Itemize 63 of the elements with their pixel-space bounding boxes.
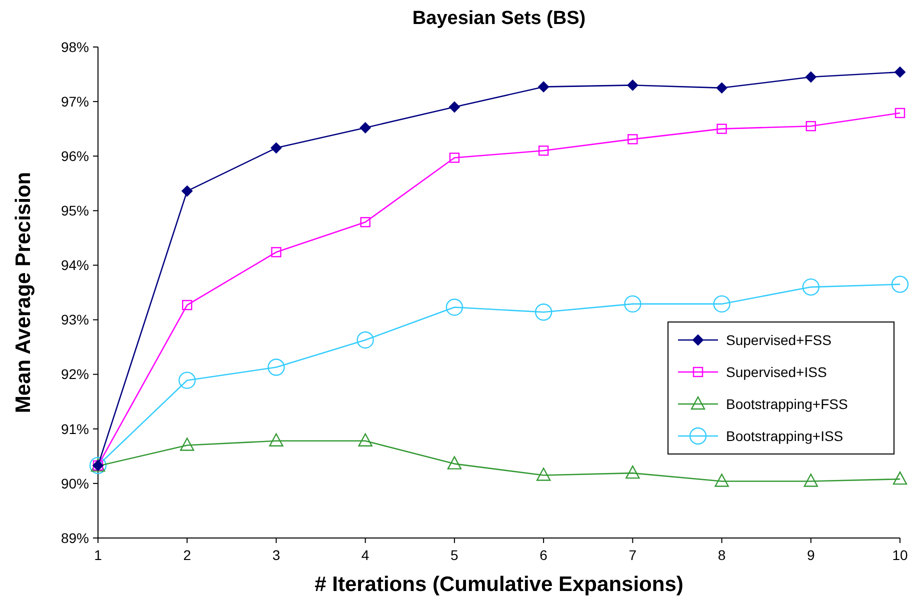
point <box>446 298 464 316</box>
point <box>538 81 550 92</box>
y-tick-label: 97% <box>60 93 89 110</box>
point <box>182 300 192 310</box>
point <box>360 122 371 134</box>
x-tick-label: 6 <box>540 547 548 563</box>
x-tick-label: 2 <box>183 547 192 563</box>
x-tick-label: 5 <box>450 547 459 563</box>
y-tick-label: 89% <box>60 530 89 546</box>
point <box>538 146 549 156</box>
point <box>714 474 729 487</box>
point <box>447 456 462 470</box>
y-tick-label: 98% <box>60 38 89 55</box>
point <box>716 82 728 94</box>
x-tick-label: 7 <box>628 547 637 563</box>
point <box>806 121 816 132</box>
x-axis-title: # Iterations (Cumulative Expansions) <box>314 573 684 596</box>
point <box>449 152 460 163</box>
point <box>269 433 284 446</box>
y-tick-label: 95% <box>60 202 89 219</box>
legend-label: Bootstrapping+FSS <box>726 396 848 412</box>
y-tick-label: 91% <box>60 420 89 437</box>
point <box>534 304 552 321</box>
x-tick-label: 3 <box>272 547 280 563</box>
point <box>358 433 372 446</box>
chart-title: Bayesian Sets (BS) <box>412 8 586 29</box>
legend-label: Supervised+FSS <box>726 332 832 348</box>
point <box>536 468 551 481</box>
point <box>716 124 727 134</box>
point <box>894 108 906 118</box>
point <box>805 72 816 83</box>
point <box>626 465 640 479</box>
y-tick-label: 93% <box>60 312 89 328</box>
point <box>627 80 638 91</box>
point <box>804 474 818 487</box>
legend-label: Supervised+ISS <box>726 364 827 380</box>
point <box>360 217 370 228</box>
x-tick-label: 8 <box>718 547 726 563</box>
x-tick-label: 9 <box>806 547 815 563</box>
point <box>270 142 282 154</box>
x-tick-label: 4 <box>361 547 370 563</box>
y-axis-title: Mean Average Precision <box>12 172 35 414</box>
point <box>182 186 193 197</box>
point <box>356 331 374 349</box>
point <box>448 102 460 113</box>
point <box>892 471 908 485</box>
point <box>713 295 730 313</box>
point <box>271 247 282 258</box>
y-tick-label: 94% <box>60 257 89 274</box>
legend-label: Bootstrapping+ISS <box>726 428 844 444</box>
point <box>180 438 194 451</box>
y-tick-label: 96% <box>60 148 89 164</box>
point <box>891 276 909 293</box>
y-tick-label: 92% <box>60 366 89 382</box>
point <box>802 278 820 296</box>
x-tick-label: 10 <box>892 547 908 563</box>
point <box>628 134 638 144</box>
point <box>624 295 642 313</box>
point <box>178 372 196 389</box>
point <box>894 66 906 78</box>
point <box>268 358 285 376</box>
x-tick-label: 1 <box>94 547 102 563</box>
y-tick-label: 90% <box>60 475 89 492</box>
